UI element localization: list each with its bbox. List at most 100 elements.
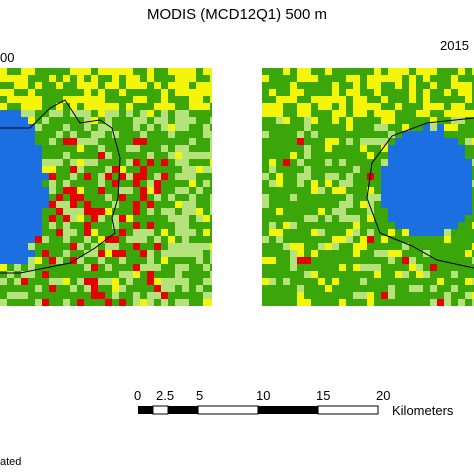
land-cover-pixel xyxy=(346,124,353,131)
land-cover-pixel xyxy=(318,187,325,194)
land-cover-pixel xyxy=(154,173,161,180)
land-cover-pixel xyxy=(133,264,140,271)
land-cover-pixel xyxy=(332,243,339,250)
land-cover-pixel xyxy=(28,89,35,96)
land-cover-pixel xyxy=(147,257,154,264)
land-cover-pixel xyxy=(84,138,91,145)
land-cover-pixel xyxy=(269,180,276,187)
land-cover-pixel xyxy=(182,208,189,215)
land-cover-pixel xyxy=(388,131,395,138)
land-cover-pixel xyxy=(70,243,77,250)
land-cover-pixel xyxy=(325,159,332,166)
land-cover-pixel xyxy=(35,152,42,159)
land-cover-pixel xyxy=(14,152,21,159)
land-cover-pixel xyxy=(84,68,91,75)
land-cover-pixel xyxy=(168,82,175,89)
land-cover-pixel xyxy=(297,257,304,264)
land-cover-pixel xyxy=(367,201,374,208)
land-cover-pixel xyxy=(318,96,325,103)
land-cover-pixel xyxy=(353,264,360,271)
land-cover-pixel xyxy=(35,285,42,292)
land-cover-pixel xyxy=(262,173,269,180)
land-cover-pixel xyxy=(91,159,98,166)
land-cover-pixel xyxy=(360,103,367,110)
land-cover-pixel xyxy=(381,159,388,166)
land-cover-pixel xyxy=(98,208,105,215)
land-cover-pixel xyxy=(84,222,91,229)
land-cover-pixel xyxy=(182,243,189,250)
land-cover-pixel xyxy=(210,117,212,124)
land-cover-pixel xyxy=(409,264,416,271)
land-cover-pixel xyxy=(189,194,196,201)
land-cover-pixel xyxy=(175,222,182,229)
land-cover-pixel xyxy=(297,250,304,257)
land-cover-pixel xyxy=(98,215,105,222)
land-cover-pixel xyxy=(395,166,402,173)
land-cover-pixel xyxy=(182,68,189,75)
land-cover-pixel xyxy=(182,187,189,194)
land-cover-pixel xyxy=(409,138,416,145)
land-cover-pixel xyxy=(182,124,189,131)
land-cover-pixel xyxy=(353,292,360,299)
land-cover-pixel xyxy=(283,243,290,250)
land-cover-pixel xyxy=(458,187,465,194)
land-cover-pixel xyxy=(98,257,105,264)
land-cover-pixel xyxy=(196,215,203,222)
land-cover-pixel xyxy=(112,103,119,110)
land-cover-pixel xyxy=(423,194,430,201)
land-cover-pixel xyxy=(339,208,346,215)
land-cover-pixel xyxy=(126,187,133,194)
land-cover-pixel xyxy=(70,68,77,75)
land-cover-pixel xyxy=(21,257,28,264)
land-cover-pixel xyxy=(140,117,147,124)
land-cover-pixel xyxy=(332,187,339,194)
land-cover-pixel xyxy=(147,159,154,166)
land-cover-pixel xyxy=(283,222,290,229)
land-cover-pixel xyxy=(416,208,423,215)
land-cover-pixel xyxy=(402,159,409,166)
land-cover-pixel xyxy=(182,166,189,173)
land-cover-pixel xyxy=(367,299,374,306)
land-cover-pixel xyxy=(437,173,444,180)
land-cover-pixel xyxy=(154,194,161,201)
land-cover-pixel xyxy=(7,292,14,299)
land-cover-pixel xyxy=(339,159,346,166)
land-cover-pixel xyxy=(297,243,304,250)
land-cover-pixel xyxy=(437,229,444,236)
land-cover-pixel xyxy=(451,110,458,117)
land-cover-pixel xyxy=(21,292,28,299)
land-cover-pixel xyxy=(56,257,63,264)
land-cover-pixel xyxy=(21,159,28,166)
land-cover-pixel xyxy=(0,110,7,117)
land-cover-pixel xyxy=(105,264,112,271)
land-cover-pixel xyxy=(423,180,430,187)
land-cover-pixel xyxy=(472,180,474,187)
land-cover-pixel xyxy=(49,180,56,187)
land-cover-pixel xyxy=(311,229,318,236)
land-cover-pixel xyxy=(269,278,276,285)
land-cover-pixel xyxy=(210,166,212,173)
land-cover-pixel xyxy=(262,103,269,110)
land-cover-pixel xyxy=(84,208,91,215)
land-cover-pixel xyxy=(210,138,212,145)
land-cover-pixel xyxy=(0,194,7,201)
land-cover-pixel xyxy=(21,250,28,257)
land-cover-pixel xyxy=(84,82,91,89)
land-cover-pixel xyxy=(290,96,297,103)
land-cover-pixel xyxy=(161,117,168,124)
land-cover-pixel xyxy=(416,271,423,278)
land-cover-pixel xyxy=(105,299,112,306)
land-cover-pixel xyxy=(283,278,290,285)
land-cover-pixel xyxy=(203,131,210,138)
land-cover-pixel xyxy=(304,75,311,82)
land-cover-pixel xyxy=(430,285,437,292)
land-cover-pixel xyxy=(140,138,147,145)
land-cover-pixel xyxy=(140,229,147,236)
land-cover-pixel xyxy=(189,229,196,236)
land-cover-pixel xyxy=(416,180,423,187)
land-cover-pixel xyxy=(409,201,416,208)
land-cover-pixel xyxy=(14,159,21,166)
land-cover-pixel xyxy=(105,173,112,180)
land-cover-pixel xyxy=(140,264,147,271)
land-cover-pixel xyxy=(388,117,395,124)
